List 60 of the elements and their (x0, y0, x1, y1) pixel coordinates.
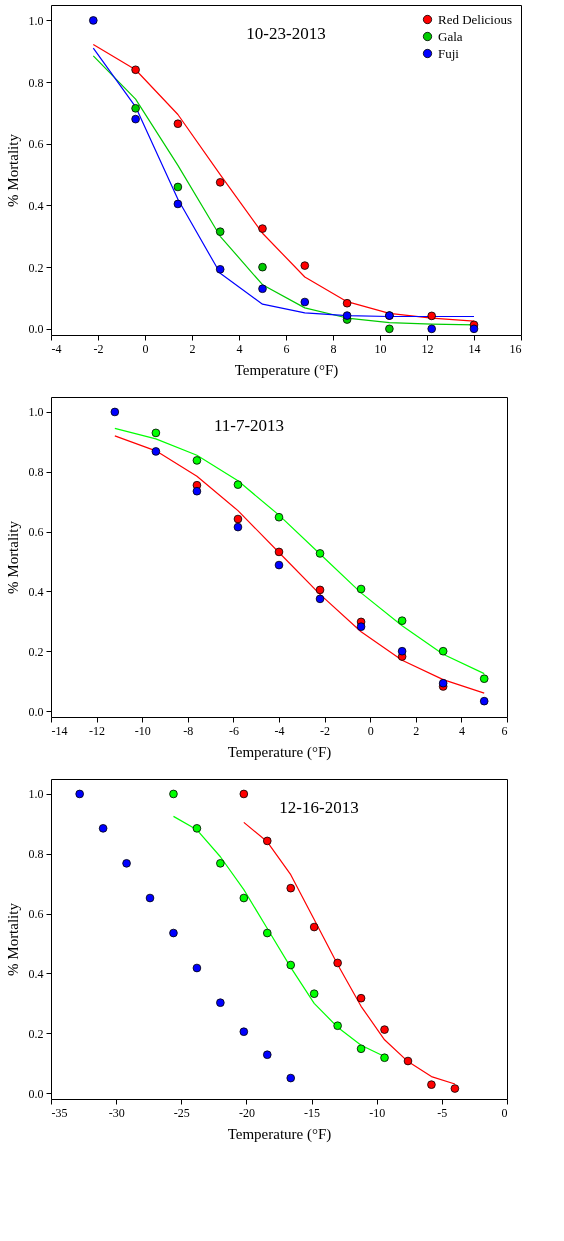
x-tick-label: -30 (108, 1105, 125, 1120)
text: 11-7-2013 (213, 416, 285, 435)
x-tick-label: -10 (134, 723, 151, 738)
x-tick-label: -2 (320, 723, 331, 738)
x-tick-label: 8 (330, 341, 337, 356)
x-tick-label: -14 (51, 723, 68, 738)
text: 12-16-2013 (279, 798, 359, 817)
x-tick-label: 12 (421, 341, 434, 356)
y-tick-label: 0.0 (28, 1086, 44, 1101)
legend-label: Red Delicious (438, 11, 513, 27)
y-tick-label: 0.4 (28, 584, 44, 599)
x-tick-label: -2 (93, 341, 104, 356)
x-tick-label: -10 (369, 1105, 386, 1120)
legend-label: Fuji (438, 45, 460, 61)
y-tick-label: 0.6 (28, 137, 44, 152)
x-tick-label: -20 (238, 1105, 255, 1120)
y-tick-label: 0.6 (28, 525, 44, 540)
y-tick-label: 0.6 (28, 907, 44, 922)
y-tick-label: 0.4 (28, 966, 44, 981)
x-tick-label: -4 (51, 341, 62, 356)
y-axis-title: % Mortality (4, 520, 21, 594)
x-tick-label: 4 (236, 341, 243, 356)
y-tick-label: 0.4 (28, 198, 44, 213)
y-axis-title: % Mortality (4, 133, 21, 207)
y-tick-label: 0.2 (28, 1026, 44, 1041)
y-tick-label: 0.2 (28, 260, 44, 275)
x-tick-label: 0 (501, 1105, 508, 1120)
legend-label: Gala (438, 28, 463, 44)
x-tick-label: -8 (183, 723, 194, 738)
x-tick-label: 4 (458, 723, 465, 738)
x-tick-label: -12 (89, 723, 106, 738)
y-tick-label: 0.8 (28, 75, 44, 90)
x-tick-label: 0 (142, 341, 149, 356)
x-tick-label: -15 (304, 1105, 321, 1120)
x-tick-label: -25 (173, 1105, 190, 1120)
x-tick-label: 6 (283, 341, 290, 356)
x-tick-label: -5 (437, 1105, 448, 1120)
x-tick-label: 2 (189, 341, 196, 356)
x-axis-title: Temperature (°F) (234, 361, 339, 379)
y-axis-title: % Mortality (4, 902, 21, 976)
x-tick-label: 6 (501, 723, 508, 738)
x-tick-label: -35 (51, 1105, 68, 1120)
x-tick-label: -6 (228, 723, 239, 738)
y-tick-label: 0.0 (28, 322, 44, 337)
x-axis-title: Temperature (°F) (227, 743, 332, 761)
text: 10-23-2013 (246, 24, 326, 43)
y-tick-label: 1.0 (28, 405, 44, 420)
y-tick-label: 0.8 (28, 465, 44, 480)
x-tick-label: 16 (509, 341, 522, 356)
y-tick-label: 0.0 (28, 704, 44, 719)
y-tick-label: 0.2 (28, 644, 44, 659)
x-tick-label: 10 (374, 341, 387, 356)
x-tick-label: 0 (367, 723, 374, 738)
x-tick-label: -4 (274, 723, 285, 738)
x-axis-title: Temperature (°F) (227, 1125, 332, 1143)
y-tick-label: 1.0 (28, 13, 44, 28)
y-tick-label: 1.0 (28, 787, 44, 802)
x-tick-label: 14 (468, 341, 481, 356)
x-tick-label: 2 (413, 723, 420, 738)
y-tick-label: 0.8 (28, 847, 44, 862)
